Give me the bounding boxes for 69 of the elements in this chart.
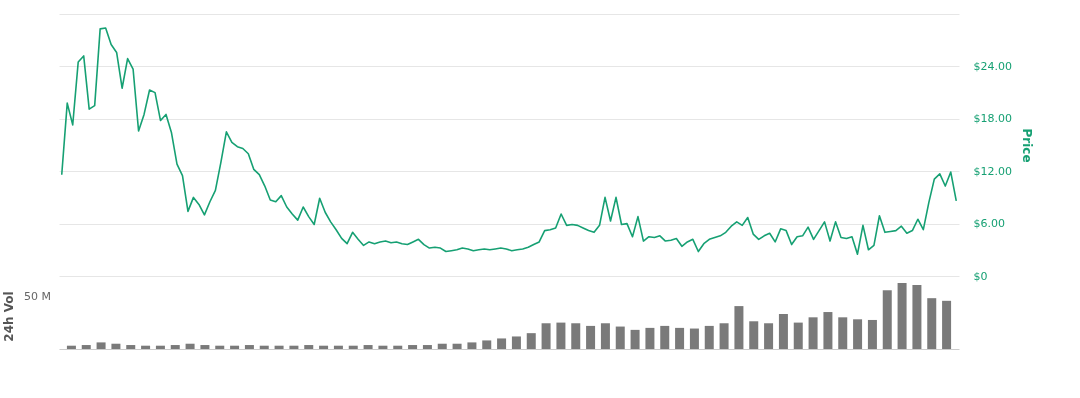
bar	[274, 345, 284, 349]
bar	[155, 345, 165, 349]
bar	[749, 321, 759, 349]
bar	[823, 312, 833, 349]
bar	[867, 319, 877, 349]
y-tick-label: $6.00	[973, 217, 1005, 231]
bar	[348, 345, 358, 349]
bar	[689, 328, 699, 349]
text: 50 M	[24, 290, 51, 303]
y-tick-label: $24.00	[973, 59, 1012, 73]
bar	[437, 343, 447, 349]
bar	[556, 322, 566, 349]
bar	[111, 343, 121, 349]
y-axis-title: Price	[1019, 128, 1034, 163]
bar	[704, 325, 714, 349]
bar	[912, 284, 922, 349]
bar	[467, 342, 477, 349]
bar	[393, 345, 403, 349]
bar	[645, 327, 655, 349]
bar	[497, 338, 507, 349]
bar	[541, 323, 551, 349]
y-tick-label: $12.00	[973, 164, 1012, 178]
y-tick-label: $0	[973, 269, 988, 283]
bar	[363, 345, 373, 349]
bar	[408, 345, 418, 349]
bar	[511, 336, 521, 349]
bar	[259, 345, 269, 349]
bar	[734, 306, 744, 349]
bar	[170, 345, 180, 349]
bar	[571, 323, 581, 349]
bar	[853, 319, 863, 349]
bar	[927, 298, 937, 349]
bar	[452, 343, 462, 349]
bar	[838, 317, 848, 349]
bar	[96, 342, 106, 349]
y-tick-label: $18.00	[973, 112, 1012, 126]
bar	[526, 333, 536, 349]
bar	[882, 290, 892, 349]
line-series	[60, 27, 958, 255]
bar	[586, 325, 596, 349]
bar	[319, 345, 329, 349]
bar	[793, 322, 803, 349]
bar	[778, 314, 788, 349]
bar	[215, 345, 225, 349]
bar	[422, 345, 432, 349]
bar	[600, 323, 610, 349]
bar	[482, 340, 492, 349]
bar	[185, 343, 195, 349]
bar	[333, 345, 343, 349]
bar	[200, 345, 210, 349]
bar	[897, 283, 907, 349]
bar	[304, 345, 314, 349]
bar	[660, 325, 670, 349]
bar	[244, 345, 254, 349]
bar	[719, 323, 729, 349]
bar	[66, 345, 76, 349]
bar	[81, 345, 91, 349]
bar	[126, 345, 136, 349]
bar	[615, 326, 625, 349]
bar	[289, 345, 299, 349]
bar	[764, 323, 774, 349]
bar	[378, 345, 388, 349]
bar	[942, 300, 952, 349]
y-axis-title: 24h Vol	[1, 291, 16, 342]
bar	[630, 329, 640, 349]
bar	[808, 317, 818, 349]
bar	[230, 345, 240, 349]
bar	[141, 345, 151, 349]
bar	[675, 327, 685, 349]
